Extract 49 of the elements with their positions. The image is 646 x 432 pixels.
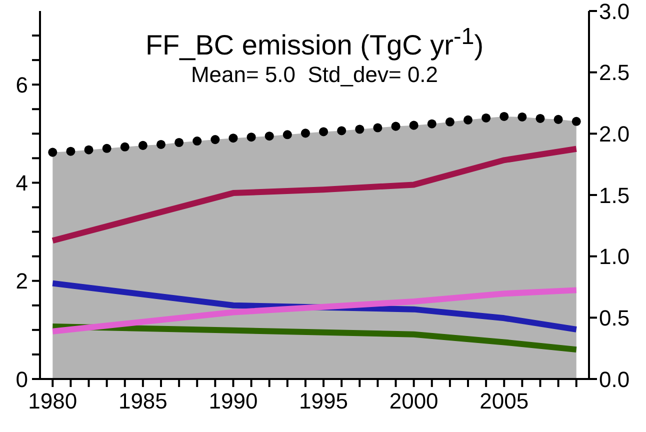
point [463,115,473,124]
point [337,126,346,136]
point [391,122,400,131]
y2-tick-label: 0.5 [599,305,630,330]
point [518,112,527,122]
point [246,132,256,142]
point [409,120,418,130]
text: FF_BC emission (TgC yr$^{-1}$) [144,22,485,62]
y2-tick-label: 0.0 [599,366,630,392]
y-tick-label: 6 [16,72,28,98]
point [156,140,166,149]
y-tick-label: 4 [16,170,28,196]
point [572,116,581,126]
point [192,136,202,146]
point [210,135,220,144]
point [174,138,184,148]
point [482,113,491,122]
point [319,127,328,136]
x-tick-label: 1990 [208,388,258,414]
point [84,145,94,154]
x-tick-label: 2005 [480,388,529,414]
text: Mean= 5.0 Std_dev= 0.2 [190,62,440,88]
point [102,144,112,153]
x-tick-label: 1985 [118,388,168,414]
point [427,119,436,128]
point [48,148,58,157]
x-tick-label: 2000 [389,388,438,414]
point [355,124,364,134]
point [554,114,563,124]
point [300,128,310,138]
point [445,117,454,126]
point [228,134,238,143]
y2-tick-label: 2.5 [599,60,630,86]
y2-tick-label: 2.0 [599,121,630,146]
x-tick-label: 1980 [28,388,78,414]
point [138,140,148,150]
point [282,130,292,140]
point [536,114,545,123]
y2-tick-label: 3.0 [599,0,630,24]
point [120,142,130,152]
y-tick-label: 0 [16,366,28,392]
y2-tick-label: 1.0 [599,244,630,270]
point [500,112,509,121]
point [264,132,274,141]
point [373,123,382,132]
y2-tick-label: 1.5 [599,182,630,208]
y-tick-label: 2 [16,268,28,294]
x-tick-label: 1995 [299,388,348,414]
point [66,146,76,156]
